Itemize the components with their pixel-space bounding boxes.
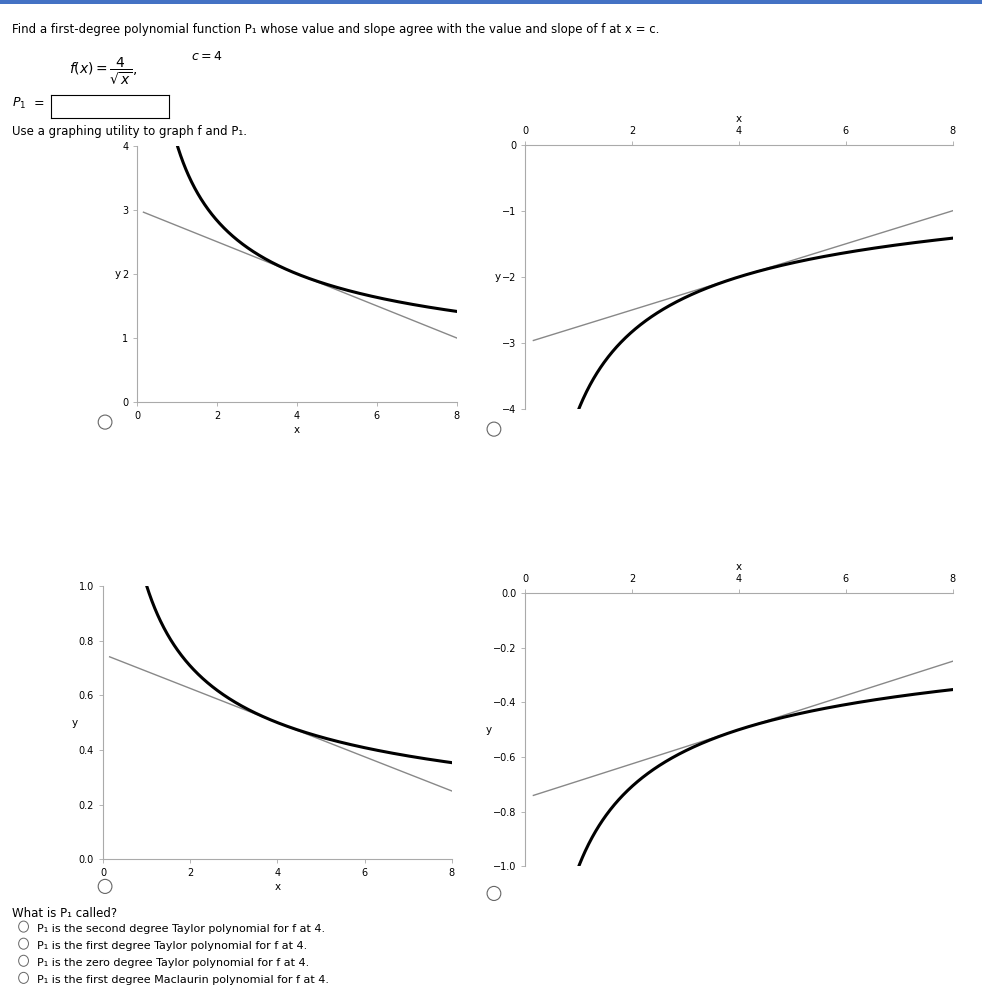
Text: $f(x) = \dfrac{4}{\sqrt{x}},$: $f(x) = \dfrac{4}{\sqrt{x}},$ [69, 55, 136, 86]
Text: Find a first-degree polynomial function P₁ whose value and slope agree with the : Find a first-degree polynomial function … [12, 23, 659, 36]
Text: P₁ is the second degree Taylor polynomial for f at 4.: P₁ is the second degree Taylor polynomia… [37, 924, 325, 934]
Text: P₁ is the first degree Taylor polynomial for f at 4.: P₁ is the first degree Taylor polynomial… [37, 941, 307, 951]
Y-axis label: y: y [495, 272, 501, 281]
Text: $P_1$: $P_1$ [12, 95, 27, 111]
X-axis label: x: x [736, 562, 742, 572]
Text: What is P₁ called?: What is P₁ called? [12, 907, 117, 920]
Text: P₁ is the zero degree Taylor polynomial for f at 4.: P₁ is the zero degree Taylor polynomial … [37, 958, 309, 968]
X-axis label: x: x [294, 425, 300, 435]
Text: P₁ is the first degree Maclaurin polynomial for f at 4.: P₁ is the first degree Maclaurin polynom… [37, 975, 329, 985]
Y-axis label: y: y [72, 718, 78, 728]
Text: Use a graphing utility to graph f and P₁.: Use a graphing utility to graph f and P₁… [12, 125, 246, 138]
Y-axis label: y: y [115, 269, 121, 278]
X-axis label: x: x [736, 114, 742, 124]
Text: $=$: $=$ [31, 95, 45, 109]
Text: $c = 4$: $c = 4$ [191, 50, 223, 63]
Y-axis label: y: y [486, 725, 492, 735]
X-axis label: x: x [274, 882, 281, 892]
